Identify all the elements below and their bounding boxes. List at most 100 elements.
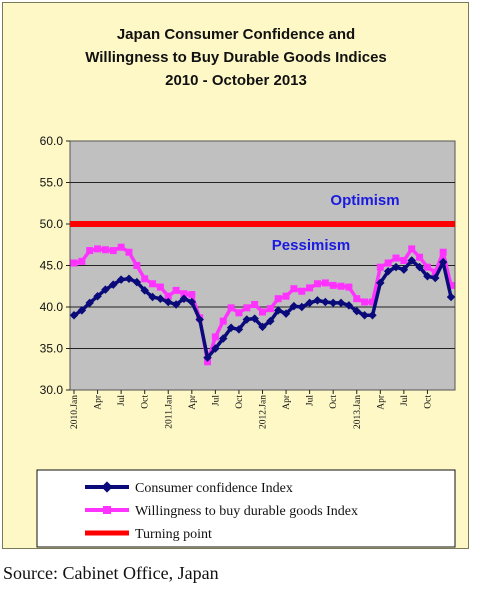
x-tick-label: Oct — [141, 395, 151, 409]
y-tick-label: 50.0 — [40, 217, 64, 231]
willingness-point — [266, 305, 274, 313]
willingness-point — [101, 246, 109, 254]
consumer-confidence-point — [148, 292, 157, 302]
willingness-point — [329, 281, 337, 289]
x-axis-ticks: 2010.Jan Apr Jul Oct 2011.Jan Apr Jul Oct 2012.J… — [70, 390, 433, 429]
willingness-point — [164, 292, 172, 300]
consumer-confidence-point — [313, 296, 322, 305]
willingness-point — [408, 245, 416, 253]
consumer-confidence-point — [69, 311, 79, 320]
willingness-point — [109, 247, 117, 255]
consumer-confidence-point — [376, 278, 385, 288]
consumer-confidence-point — [383, 267, 393, 276]
consumer-confidence-point — [446, 292, 456, 302]
x-tick-label: Jul — [306, 395, 316, 406]
consumer-confidence-point — [368, 311, 377, 320]
consumer-confidence-point — [124, 274, 134, 284]
willingness-point — [384, 259, 392, 267]
consumer-confidence-point — [195, 315, 204, 324]
chart-title-line-2: Willingness to Buy Durable Goods Indices — [85, 49, 387, 66]
consumer-confidence-point — [273, 306, 283, 315]
x-tick-label: 2010.Jan — [70, 395, 80, 429]
willingness-point — [392, 254, 400, 262]
willingness-point — [78, 257, 86, 265]
consumer-confidence-point — [407, 256, 416, 265]
x-tick-label: Oct — [423, 395, 433, 409]
consumer-confidence-point — [266, 316, 275, 326]
willingness-point — [219, 317, 227, 325]
x-tick-label: Jul — [400, 395, 410, 406]
consumer-confidence-point — [203, 353, 212, 362]
consumer-confidence-point — [171, 300, 181, 309]
y-tick-label: 55.0 — [40, 176, 64, 190]
willingness-point — [149, 280, 157, 288]
x-tick-label: Jul — [117, 395, 127, 406]
consumer-confidence-point — [415, 262, 424, 272]
consumer-confidence-point — [101, 285, 110, 294]
consumer-confidence-point — [321, 297, 330, 307]
x-tick-label: 2013.Jan — [353, 395, 363, 429]
source-note: Source: Cabinet Office, Japan — [3, 563, 219, 583]
x-tick-label: 2012.Jan — [259, 395, 269, 429]
legend-label-willingness: Willingness to buy durable goods Index — [135, 504, 358, 519]
willingness-point — [345, 283, 353, 291]
consumer-confidence-point — [289, 301, 299, 311]
consumer-confidence-point — [423, 272, 432, 281]
willingness-point — [188, 291, 196, 299]
y-axis-ticks: 30.0 35.0 40.0 45.0 50.0 55.0 60.0 — [40, 134, 70, 397]
willingness-point — [290, 285, 298, 293]
consumer-confidence-point — [93, 291, 102, 301]
x-tick-label: Apr — [376, 394, 386, 410]
willingness-point — [227, 304, 235, 312]
willingness-point — [313, 280, 321, 288]
willingness-point — [400, 257, 408, 265]
x-tick-label: Oct — [235, 395, 245, 409]
consumer-confidence-point — [391, 262, 401, 272]
willingness-point — [416, 253, 424, 261]
consumer-confidence-point — [305, 298, 314, 308]
optimism-annotation: Optimism — [330, 192, 399, 209]
x-tick-label: Oct — [329, 395, 339, 409]
willingness-point — [368, 298, 376, 306]
willingness-point — [243, 304, 251, 312]
willingness-point — [353, 295, 361, 303]
consumer-confidence-point — [258, 322, 267, 332]
consumer-confidence-point — [328, 298, 338, 308]
legend-marker-willingness — [103, 506, 111, 514]
willingness-point — [361, 298, 369, 306]
chart-frame: Japan Consumer Confidence and Willingnes… — [2, 2, 469, 549]
consumer-confidence-point — [352, 306, 361, 316]
willingness-point — [337, 282, 345, 290]
willingness-point — [117, 243, 125, 251]
willingness-point — [235, 309, 243, 317]
willingness-point — [125, 248, 133, 256]
x-tick-label: Apr — [188, 394, 198, 410]
consumer-confidence-point — [431, 273, 440, 283]
consumer-confidence-point — [77, 306, 87, 315]
chart-title-line-3: 2010 - October 2013 — [165, 72, 307, 89]
willingness-point — [298, 287, 306, 295]
consumer-confidence-point — [116, 275, 126, 284]
consumer-confidence-point — [242, 315, 252, 324]
willingness-point — [156, 283, 164, 291]
consumer-confidence-point — [234, 325, 244, 334]
chart-title-line-1: Japan Consumer Confidence and — [117, 26, 355, 43]
willingness-point — [423, 263, 431, 271]
willingness-point — [251, 301, 259, 309]
willingness-point — [86, 247, 94, 255]
y-tick-label: 45.0 — [40, 259, 64, 273]
consumer-confidence-point — [164, 297, 173, 307]
willingness-point — [321, 279, 329, 287]
willingness-point — [376, 263, 384, 271]
consumer-confidence-point — [132, 277, 142, 287]
consumer-confidence-point — [399, 265, 409, 274]
consumer-confidence-point — [140, 286, 149, 295]
y-tick-label: 35.0 — [40, 342, 64, 356]
pessimism-annotation: Pessimism — [272, 237, 350, 254]
consumer-confidence-point — [250, 314, 259, 323]
consumer-confidence-point — [179, 294, 189, 303]
willingness-point — [133, 262, 141, 269]
willingness-point — [439, 248, 447, 256]
y-tick-label: 40.0 — [40, 300, 64, 314]
willingness-point — [141, 275, 149, 283]
